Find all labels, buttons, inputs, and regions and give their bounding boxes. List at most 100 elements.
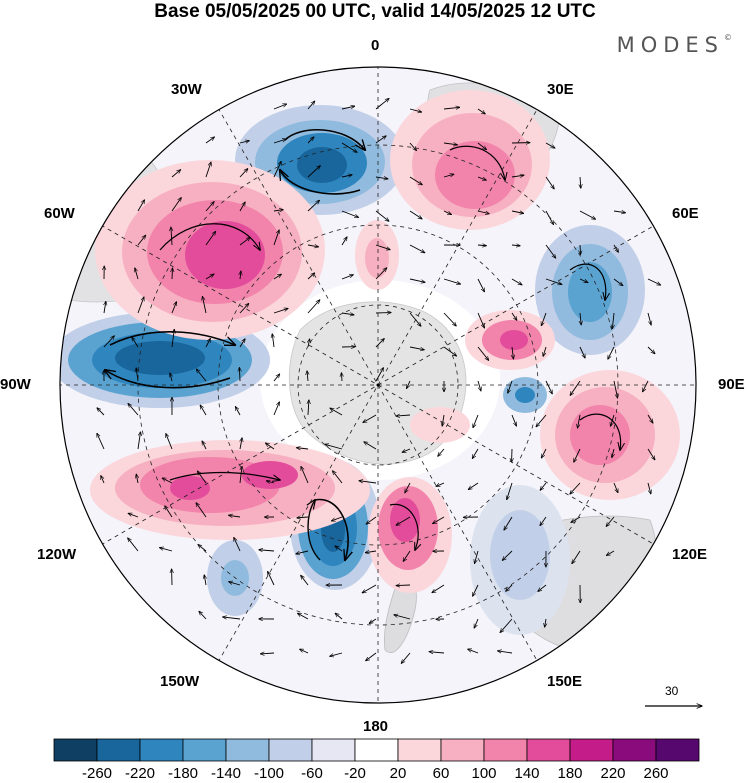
wind-arrow (375, 244, 390, 250)
wind-arrow (409, 210, 422, 219)
wind-arrow (171, 302, 177, 314)
wind-arrow (300, 649, 309, 654)
wind-arrow (341, 106, 355, 110)
lon-label-60e: 60E (672, 205, 699, 222)
wind-arrow (171, 329, 174, 348)
reference-vector-label: 30 (665, 684, 679, 698)
wind-arrow (536, 414, 547, 427)
wind-arrow (369, 618, 377, 623)
wind-arrow (443, 143, 457, 145)
wind-arrow (170, 373, 172, 382)
wind-arrow (474, 618, 479, 628)
wind-arrow (443, 107, 460, 109)
wind-arrow (613, 482, 618, 493)
wind-arrow (409, 176, 422, 185)
wind-arrow (341, 373, 342, 382)
wind-arrow (406, 380, 411, 389)
wind-arrow (477, 312, 484, 328)
wind-arrow (643, 380, 649, 392)
wind-arrow (511, 414, 516, 426)
wind-arrow (366, 652, 377, 661)
lon-label-90w: 90W (0, 376, 31, 393)
lon-label-180: 180 (363, 718, 389, 735)
wind-arrow (297, 517, 309, 518)
colorbar-tick-label: -140 (210, 765, 242, 782)
wind-arrow (403, 550, 411, 561)
colorbar-tick-label: 100 (471, 765, 497, 782)
wind-arrow (301, 575, 309, 586)
wind-arrow (477, 380, 481, 391)
wind-arrow (502, 550, 513, 560)
colorbar-swatch (268, 738, 313, 762)
wind-arrow (273, 274, 281, 280)
wind-arrow (265, 443, 275, 450)
wind-arrow (613, 211, 625, 213)
colorbar-swatch (53, 738, 98, 762)
wind-arrow (240, 438, 242, 450)
wind-arrow (239, 339, 245, 348)
lon-label-120e: 120E (672, 546, 708, 563)
wind-arrow (438, 448, 445, 456)
wind-arrow (613, 278, 623, 286)
wind-arrow (97, 408, 105, 416)
positive-anomalies (90, 90, 680, 593)
lon-label-90e: 90E (718, 376, 745, 393)
wind-arrow (512, 346, 513, 359)
wind-arrow (301, 466, 309, 484)
wind-arrow (477, 245, 486, 246)
wind-arrow (402, 448, 411, 452)
wind-arrow (375, 136, 386, 144)
wind-arrow (234, 537, 241, 552)
wind-arrow (205, 137, 214, 144)
colorbar-tick-label: -180 (167, 765, 199, 782)
wind-arrow (272, 334, 274, 348)
wind-arrow (259, 550, 275, 551)
wind-arrow (545, 176, 554, 189)
colorbar-swatch (225, 738, 270, 762)
wind-arrow (240, 466, 242, 484)
colorbar-swatch (96, 738, 141, 762)
wind-arrow (474, 550, 479, 563)
wind-arrow (506, 584, 513, 591)
wind-arrow (202, 296, 207, 314)
wind-arrow (580, 312, 581, 325)
wind-arrow (341, 237, 347, 246)
wind-arrow (341, 313, 354, 315)
wind-arrow (239, 169, 248, 178)
colorbar-swatch (526, 738, 571, 762)
wind-arrow (541, 448, 547, 458)
colorbar-swatch (397, 738, 442, 762)
wind-arrow (307, 200, 319, 212)
wind-arrow (375, 268, 387, 280)
wind-arrow (136, 368, 138, 382)
wind-arrow (205, 274, 214, 280)
map-title: Base 05/05/2025 00 UTC, valid 14/05/2025… (154, 1, 596, 22)
wind-arrow (332, 471, 343, 484)
wind-arrow (545, 380, 552, 394)
lon-label-30w: 30W (171, 81, 202, 98)
wind-arrow (137, 432, 141, 450)
wind-arrow (409, 278, 425, 282)
colorbar-swatch (483, 738, 528, 762)
colorbar-tick-label: -260 (81, 765, 113, 782)
lon-label-150w: 150W (160, 673, 200, 690)
colorbar-swatch (655, 738, 700, 762)
lon-label-60w: 60W (44, 205, 75, 222)
lon-label-120w: 120W (37, 546, 77, 563)
wind-arrow (507, 482, 513, 500)
wind-arrow (442, 414, 444, 426)
wind-arrow (128, 538, 139, 552)
wind-arrow (375, 368, 383, 382)
wind-arrow (473, 414, 479, 428)
wind-arrow (500, 618, 513, 632)
wind-arrow (647, 482, 651, 494)
wind-arrow (443, 210, 451, 215)
wind-arrow (239, 202, 245, 212)
wind-arrow (511, 312, 517, 320)
wind-arrow (136, 474, 138, 484)
wind-arrow (647, 414, 653, 423)
wind-arrow (477, 278, 484, 292)
wind-arrow (477, 176, 486, 180)
wind-arrow (132, 337, 139, 348)
wind-arrow (307, 300, 320, 314)
